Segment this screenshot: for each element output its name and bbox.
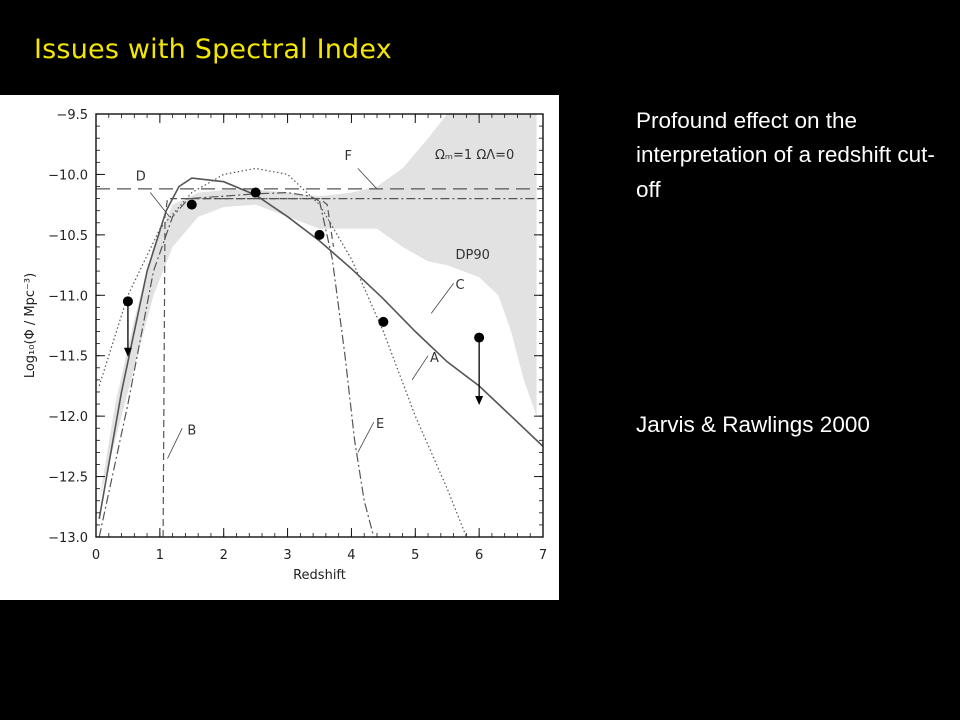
upper-limit-arrow-5	[475, 396, 484, 406]
data-point-1	[186, 199, 197, 210]
curve-pointer-c	[430, 282, 454, 314]
curve-b	[162, 198, 335, 537]
y-tick-label-7: −13.0	[48, 531, 88, 546]
description-text: Profound effect on the interpretation of…	[636, 108, 935, 202]
curve-label-f: F	[344, 149, 351, 164]
curve-label-e: E	[376, 417, 384, 432]
y-tick-label-6: −12.5	[48, 471, 88, 486]
curve-pointer-b	[167, 428, 183, 459]
curve-d	[98, 191, 320, 537]
curve-pointer-a	[411, 355, 429, 381]
data-point-0	[122, 296, 133, 307]
data-point-5	[474, 332, 485, 343]
x-tick-label-3: 3	[283, 548, 291, 563]
curve-pointer-d	[149, 192, 170, 217]
data-point-2	[250, 187, 261, 198]
curve-e	[318, 200, 375, 537]
y-tick-label-4: −11.5	[48, 350, 88, 365]
cosmology-label: Ωₘ=1 ΩΛ=0	[435, 148, 514, 163]
x-axis-label: Redshift	[293, 568, 346, 583]
curves-layer	[96, 167, 543, 537]
luminosity-function-chart: 0 1 2 3 4 5 6 7 −9.5 −10.0 −10.5 −11.0 −11.5 −12.0 −12…	[23, 108, 547, 583]
curve-pointer-f	[357, 168, 378, 190]
figure-panel: 0 1 2 3 4 5 6 7 −9.5 −10.0 −10.5 −11.0 −11.5 −12.0 −12…	[0, 95, 559, 600]
x-tick-label-0: 0	[92, 548, 100, 563]
curve-label-b: B	[187, 423, 196, 438]
curve-label-a: A	[430, 351, 439, 366]
y-axis-label: Log₁₀(Φ / Mpc⁻³)	[23, 273, 38, 378]
curve-label-dp90: DP90	[456, 248, 490, 263]
labels-layer: Ωₘ=1 ΩΛ=0 A B C D E F DP90	[136, 148, 514, 459]
x-tick-label-2: 2	[220, 548, 228, 563]
data-point-3	[314, 229, 325, 240]
data-points-layer	[122, 187, 485, 406]
dp90-shaded-region	[99, 114, 537, 501]
curve-pointer-e	[357, 421, 375, 453]
y-tick-label-0: −9.5	[56, 108, 88, 123]
curve-label-c: C	[455, 278, 464, 293]
plot-frame	[95, 113, 544, 538]
y-tick-label-2: −10.5	[48, 229, 88, 244]
data-point-4	[378, 316, 389, 327]
upper-limit-arrow-0	[123, 347, 132, 357]
x-tick-label-7: 7	[539, 548, 547, 563]
y-tick-label-1: −10.0	[48, 168, 88, 183]
y-tick-label-3: −11.0	[48, 289, 88, 304]
x-tick-label-4: 4	[347, 548, 355, 563]
x-tick-label-1: 1	[156, 548, 164, 563]
axes-layer: 0 1 2 3 4 5 6 7 −9.5 −10.0 −10.5 −11.0 −11.5 −12.0 −12…	[23, 108, 547, 583]
curve-c	[98, 177, 543, 520]
x-tick-label-6: 6	[475, 548, 483, 563]
x-tick-label-5: 5	[411, 548, 419, 563]
shaded-region-layer	[99, 114, 537, 501]
y-tick-label-5: −12.0	[48, 410, 88, 425]
slide-title: Issues with Spectral Index	[34, 34, 392, 65]
citation-text: Jarvis & Rawlings 2000	[636, 412, 870, 437]
curve-label-d: D	[136, 169, 146, 184]
